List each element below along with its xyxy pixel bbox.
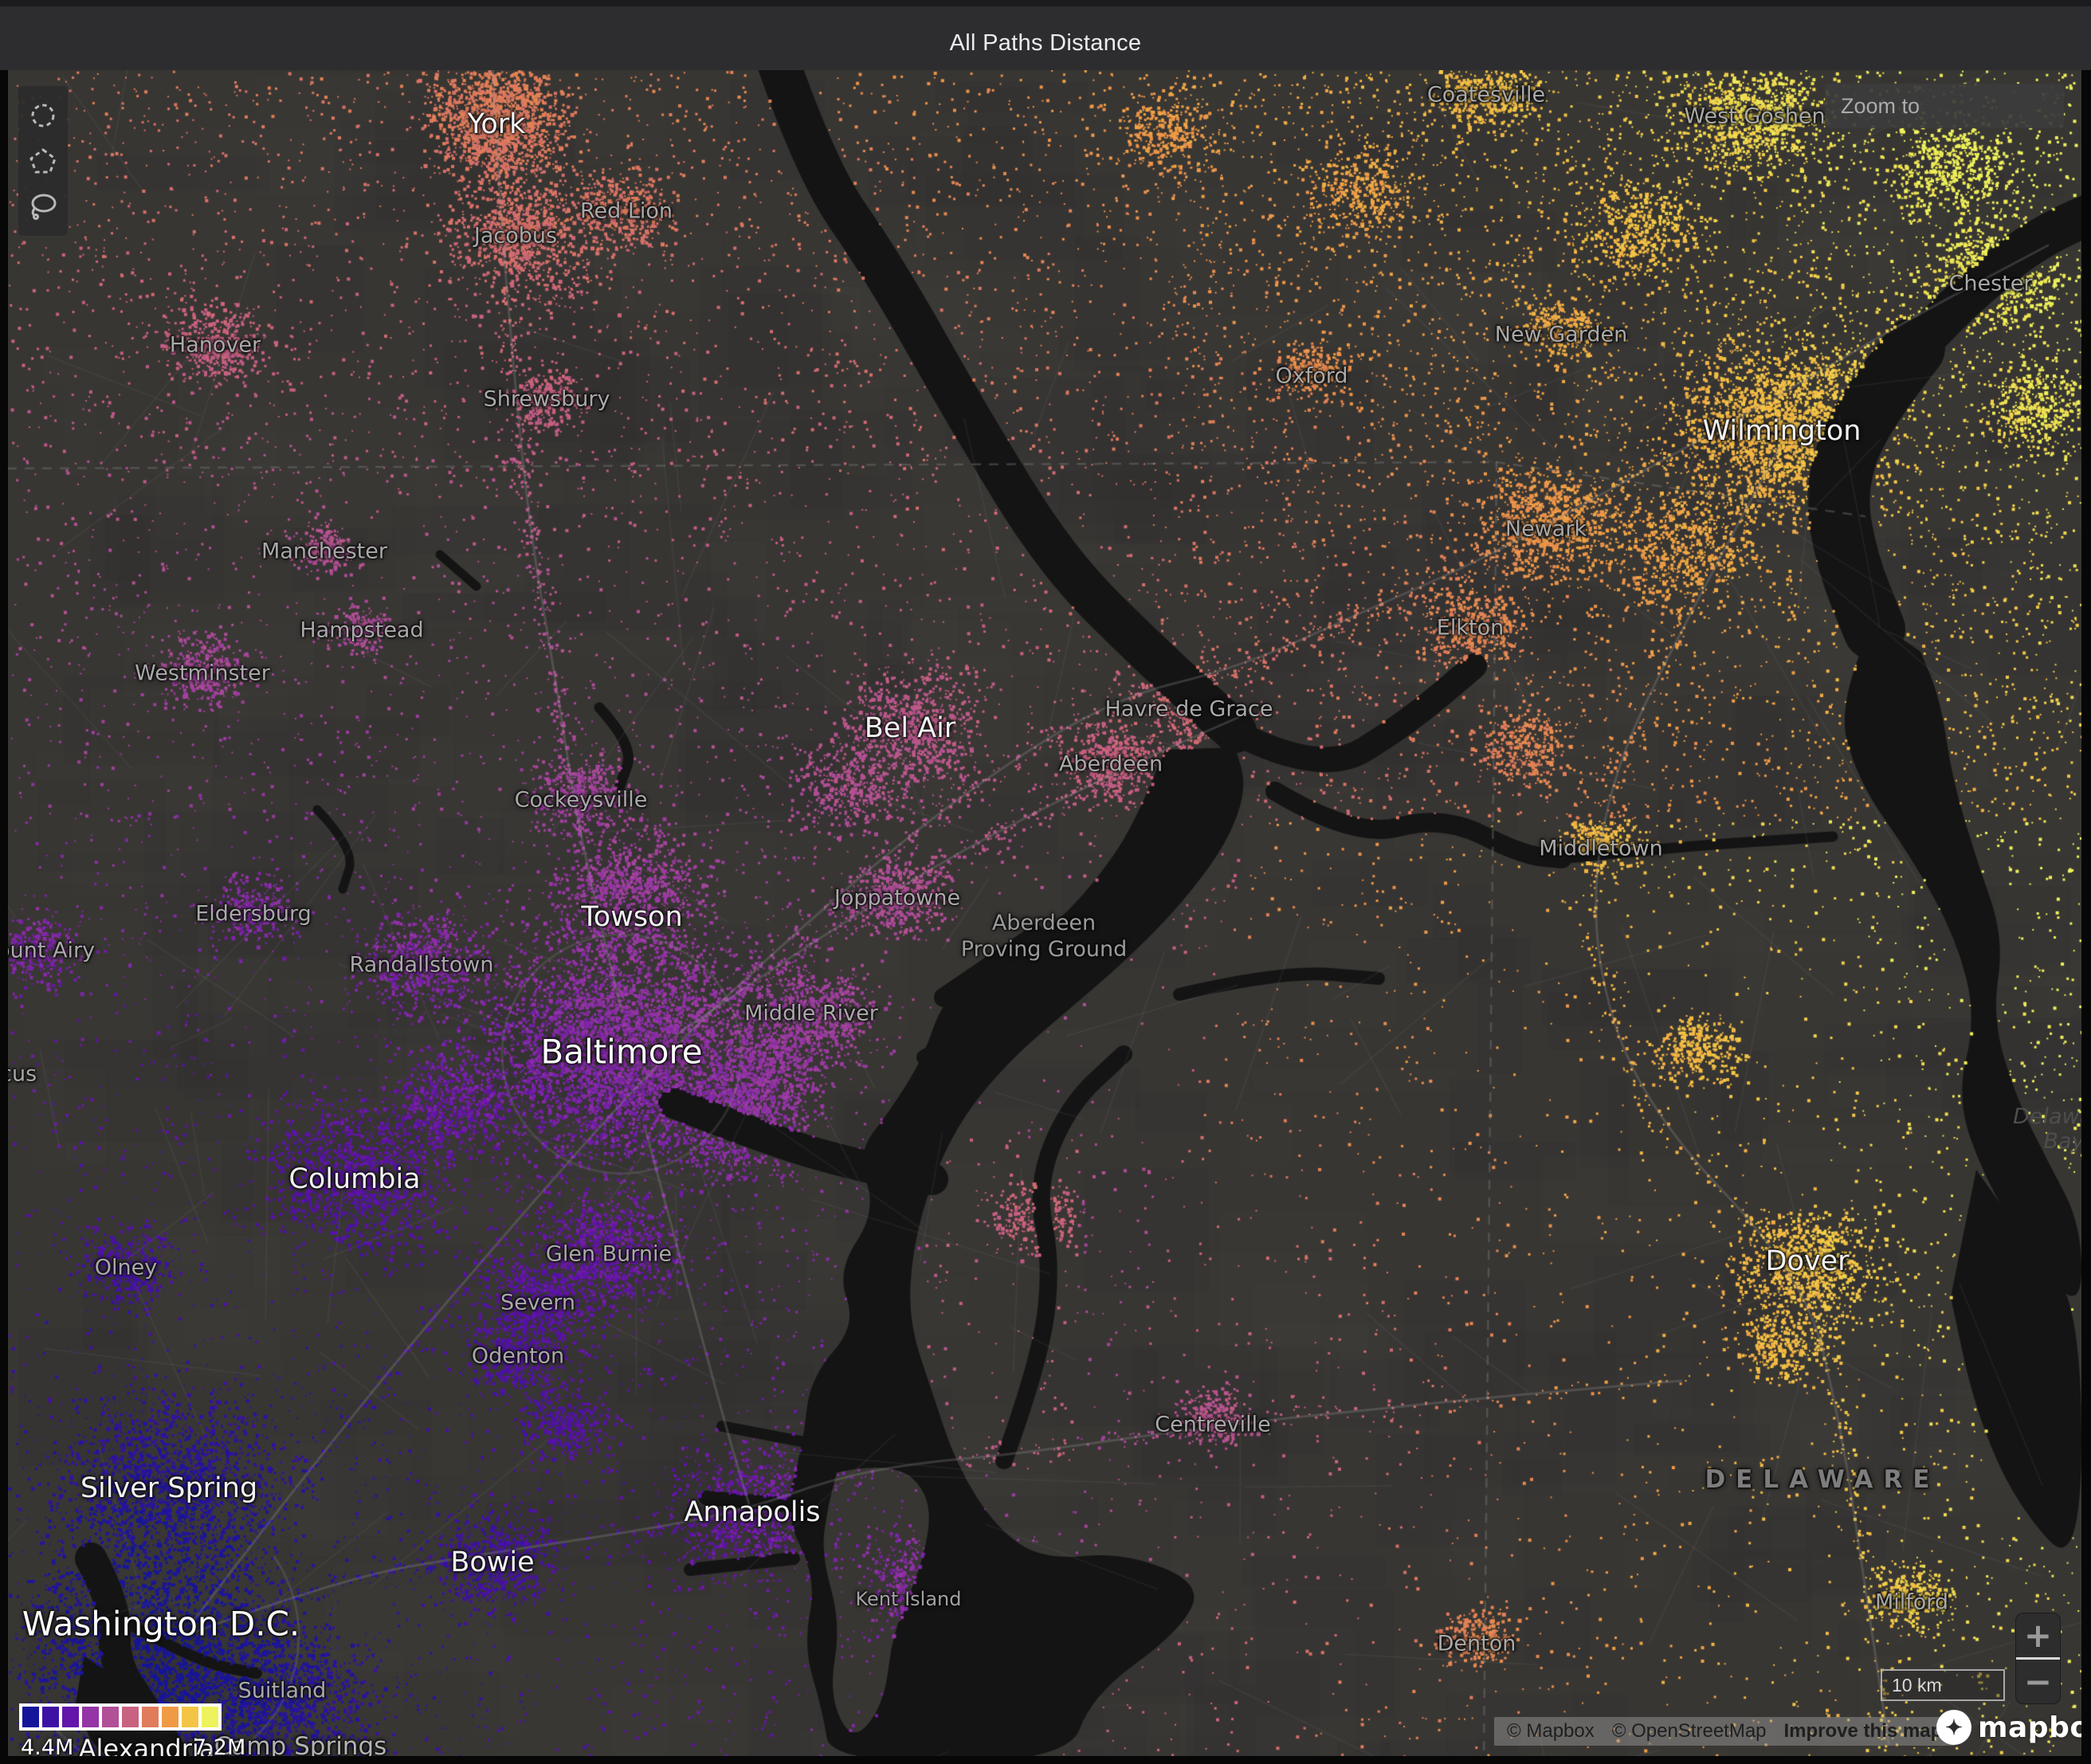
- circle-select-tool[interactable]: [24, 96, 62, 135]
- zoom-controls-divider: [2016, 1657, 2060, 1660]
- mapbox-logo-icon: ✦: [1936, 1710, 1971, 1745]
- color-legend: 4.4M 7.2M: [19, 1703, 245, 1756]
- mapbox-logo[interactable]: ✦ mapbox: [1936, 1710, 2081, 1745]
- legend-swatch: [202, 1707, 218, 1727]
- improve-this-map-link[interactable]: Improve this map: [1783, 1720, 1943, 1742]
- zoom-controls: + −: [2015, 1613, 2061, 1704]
- legend-min-value: 4.4M: [21, 1735, 74, 1756]
- lasso-select-tool[interactable]: [24, 187, 62, 225]
- map-attribution: © Mapbox © OpenStreetMap Improve this ma…: [1494, 1717, 1956, 1746]
- legend-swatch: [182, 1707, 198, 1727]
- legend-swatch: [22, 1707, 39, 1727]
- dashed-polygon-icon: [29, 148, 57, 174]
- mapbox-logo-wordmark: mapbox: [1978, 1711, 2081, 1744]
- lasso-icon: [31, 194, 57, 221]
- zoom-in-button[interactable]: +: [2016, 1613, 2060, 1657]
- legend-swatch: [102, 1707, 119, 1727]
- legend-swatch: [42, 1707, 59, 1727]
- legend-swatch: [142, 1707, 159, 1727]
- legend-max-value: 7.2M: [193, 1735, 246, 1756]
- zoom-out-button[interactable]: −: [2016, 1660, 2060, 1703]
- dashed-circle-icon: [31, 104, 55, 127]
- polygon-select-tool[interactable]: [24, 142, 62, 180]
- panel-header: All Paths Distance: [0, 0, 2091, 70]
- attribution-osm-link[interactable]: © OpenStreetMap: [1611, 1720, 1767, 1742]
- legend-swatch: [82, 1707, 99, 1727]
- legend-swatch-strip: [19, 1703, 222, 1731]
- zoom-to-input[interactable]: [1825, 84, 2064, 128]
- legend-swatch: [162, 1707, 178, 1727]
- legend-swatch: [122, 1707, 139, 1727]
- attribution-mapbox-link[interactable]: © Mapbox: [1507, 1720, 1595, 1742]
- legend-labels: 4.4M 7.2M: [19, 1735, 245, 1756]
- map-canvas[interactable]: [8, 70, 2081, 1756]
- map-scale-bar: 10 km: [1881, 1669, 2005, 1701]
- draw-tool-panel: [18, 86, 68, 236]
- legend-swatch: [62, 1707, 79, 1727]
- page-title: All Paths Distance: [949, 30, 1142, 56]
